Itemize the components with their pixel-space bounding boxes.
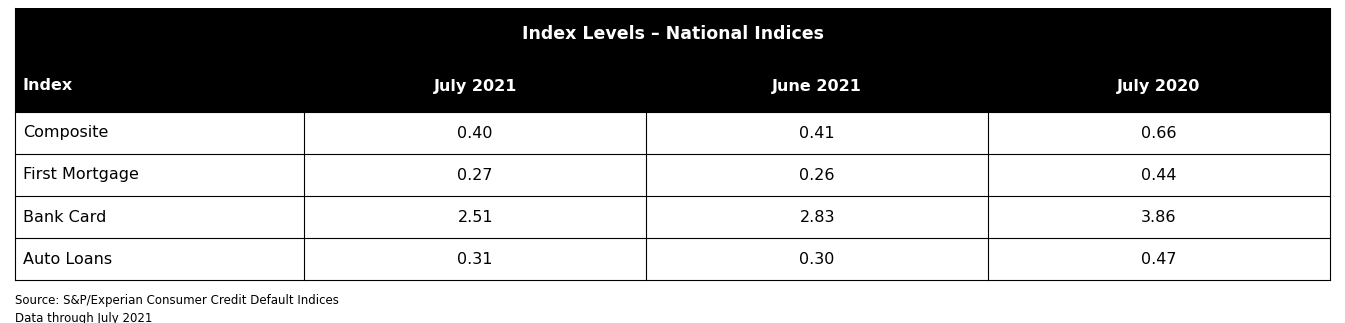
Bar xyxy=(15,154,1330,196)
Text: 0.27: 0.27 xyxy=(457,168,494,182)
Bar xyxy=(15,238,1330,280)
Text: 0.31: 0.31 xyxy=(457,252,494,266)
Text: 0.66: 0.66 xyxy=(1142,126,1177,141)
Text: 3.86: 3.86 xyxy=(1142,210,1177,224)
Text: Composite: Composite xyxy=(23,126,109,141)
Text: 0.47: 0.47 xyxy=(1142,252,1177,266)
Bar xyxy=(15,60,1330,112)
Text: 0.40: 0.40 xyxy=(457,126,494,141)
Text: 0.30: 0.30 xyxy=(799,252,835,266)
Text: July 2021: July 2021 xyxy=(433,78,516,93)
Text: 2.51: 2.51 xyxy=(457,210,494,224)
Text: Source: S&P/Experian Consumer Credit Default Indices: Source: S&P/Experian Consumer Credit Def… xyxy=(15,294,339,307)
Text: First Mortgage: First Mortgage xyxy=(23,168,139,182)
Bar xyxy=(15,196,1330,238)
Text: Data through July 2021: Data through July 2021 xyxy=(15,312,152,323)
Bar xyxy=(15,8,1330,60)
Text: Auto Loans: Auto Loans xyxy=(23,252,112,266)
Text: July 2020: July 2020 xyxy=(1118,78,1201,93)
Text: 0.44: 0.44 xyxy=(1142,168,1177,182)
Text: 0.41: 0.41 xyxy=(799,126,835,141)
Text: 2.83: 2.83 xyxy=(799,210,835,224)
Text: 0.26: 0.26 xyxy=(799,168,835,182)
Text: Bank Card: Bank Card xyxy=(23,210,106,224)
Text: Index Levels – National Indices: Index Levels – National Indices xyxy=(522,25,823,43)
Text: Index: Index xyxy=(23,78,73,93)
Bar xyxy=(15,112,1330,154)
Text: June 2021: June 2021 xyxy=(772,78,862,93)
